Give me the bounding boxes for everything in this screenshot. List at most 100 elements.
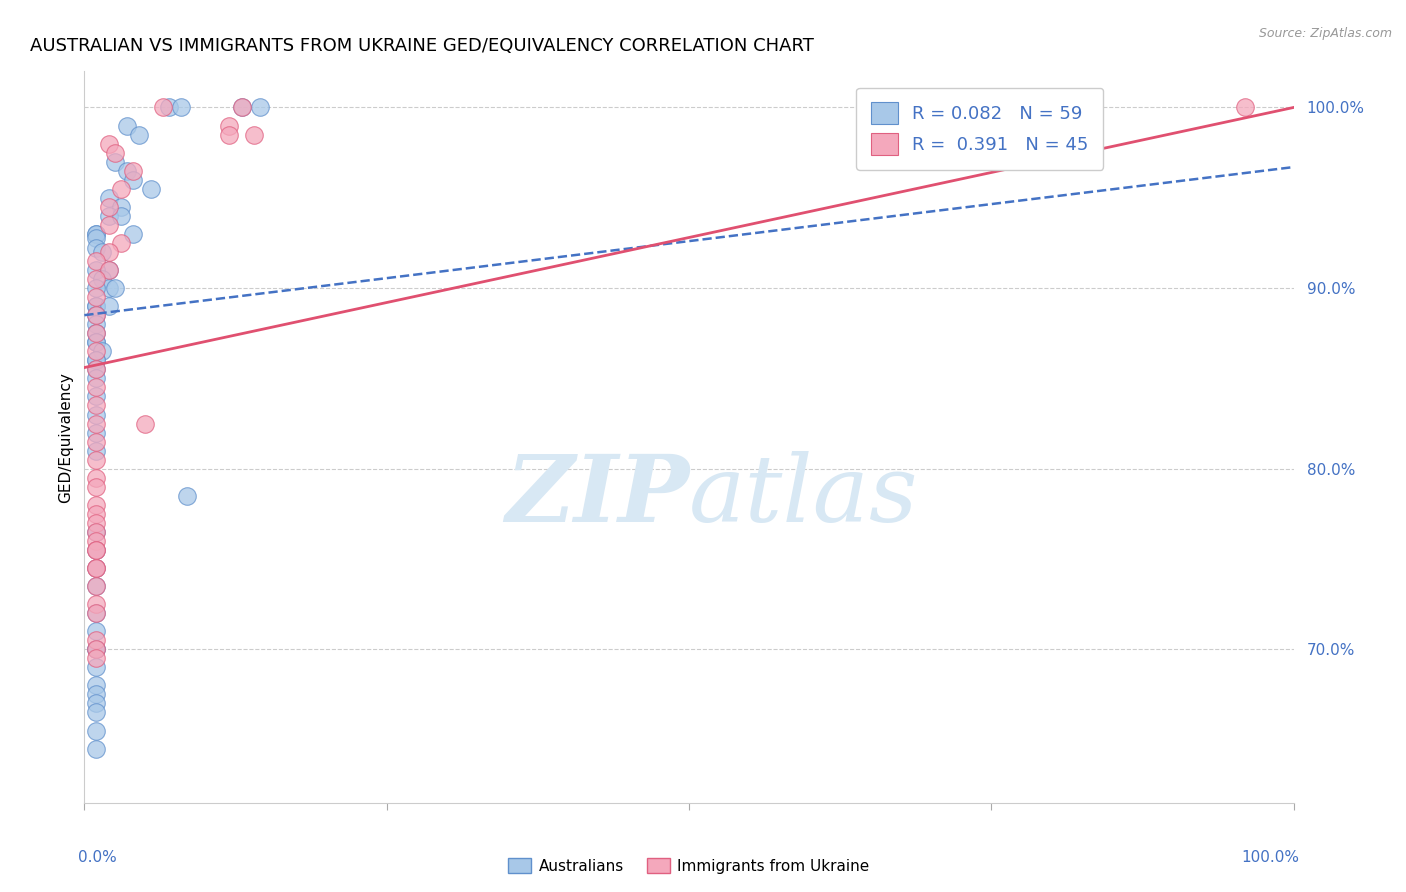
Point: [86, 561, 108, 575]
Point: [86, 443, 108, 458]
Point: [152, 100, 174, 114]
Point: [86, 543, 108, 558]
Point: [134, 417, 156, 431]
Point: [110, 182, 132, 196]
Point: [121, 172, 143, 186]
Point: [97, 263, 120, 277]
Text: Source: ZipAtlas.com: Source: ZipAtlas.com: [1258, 27, 1392, 40]
Text: AUSTRALIAN VS IMMIGRANTS FROM UKRAINE GED/EQUIVALENCY CORRELATION CHART: AUSTRALIAN VS IMMIGRANTS FROM UKRAINE GE…: [30, 37, 814, 54]
Point: [97, 299, 120, 313]
Text: ZIP: ZIP: [505, 450, 689, 541]
Point: [86, 326, 108, 341]
Point: [97, 218, 120, 232]
Point: [86, 633, 108, 648]
Point: [86, 480, 108, 494]
Point: [86, 543, 108, 558]
Point: [86, 524, 108, 539]
Point: [86, 299, 108, 313]
Point: [115, 119, 138, 133]
Point: [86, 706, 108, 720]
Point: [91, 244, 114, 259]
Point: [86, 624, 108, 639]
Point: [86, 308, 108, 322]
Point: [91, 272, 114, 286]
Point: [86, 543, 108, 558]
Point: [86, 642, 108, 657]
Point: [115, 163, 138, 178]
Point: [86, 651, 108, 665]
Point: [86, 425, 108, 440]
Point: [97, 200, 120, 214]
Text: 100.0%: 100.0%: [1241, 850, 1299, 865]
Point: [86, 434, 108, 449]
Point: [86, 697, 108, 711]
Point: [97, 263, 120, 277]
Text: 0.0%: 0.0%: [79, 850, 117, 865]
Legend: Australians, Immigrants from Ukraine: Australians, Immigrants from Ukraine: [502, 852, 876, 880]
Point: [104, 281, 127, 295]
Point: [86, 399, 108, 413]
Point: [97, 244, 120, 259]
Point: [86, 452, 108, 467]
Point: [86, 254, 108, 268]
Point: [86, 642, 108, 657]
Point: [86, 362, 108, 376]
Point: [86, 353, 108, 368]
Point: [97, 209, 120, 223]
Point: [86, 417, 108, 431]
Point: [86, 326, 108, 341]
Point: [104, 154, 127, 169]
Point: [86, 290, 108, 304]
Point: [86, 723, 108, 738]
Point: [86, 606, 108, 620]
Point: [86, 371, 108, 385]
Point: [97, 281, 120, 295]
Point: [218, 119, 240, 133]
Point: [86, 272, 108, 286]
Point: [249, 100, 271, 114]
Point: [231, 100, 253, 114]
Text: atlas: atlas: [689, 450, 918, 541]
Point: [86, 263, 108, 277]
Point: [91, 344, 114, 359]
Point: [242, 128, 264, 142]
Point: [86, 561, 108, 575]
Point: [110, 235, 132, 250]
Point: [86, 471, 108, 485]
Point: [86, 507, 108, 521]
Point: [86, 335, 108, 350]
Point: [86, 308, 108, 322]
Point: [86, 241, 108, 255]
Point: [218, 128, 240, 142]
Legend: R = 0.082   N = 59, R =  0.391   N = 45: R = 0.082 N = 59, R = 0.391 N = 45: [856, 87, 1104, 169]
Point: [157, 100, 180, 114]
Point: [86, 227, 108, 241]
Point: [86, 281, 108, 295]
Point: [110, 200, 132, 214]
Point: [86, 642, 108, 657]
Point: [86, 389, 108, 403]
Point: [86, 660, 108, 674]
Point: [86, 606, 108, 620]
Point: [86, 344, 108, 359]
Point: [86, 524, 108, 539]
Point: [86, 335, 108, 350]
Point: [86, 317, 108, 331]
Point: [86, 533, 108, 548]
Point: [86, 688, 108, 702]
Point: [86, 597, 108, 611]
Point: [128, 128, 150, 142]
Point: [170, 100, 193, 114]
Point: [86, 353, 108, 368]
Point: [86, 498, 108, 512]
Point: [1234, 100, 1257, 114]
Point: [86, 380, 108, 394]
Point: [86, 561, 108, 575]
Point: [86, 408, 108, 422]
Point: [86, 516, 108, 530]
Point: [97, 191, 120, 205]
Y-axis label: GED/Equivalency: GED/Equivalency: [58, 372, 73, 502]
Point: [121, 227, 143, 241]
Point: [104, 145, 127, 160]
Point: [176, 489, 198, 503]
